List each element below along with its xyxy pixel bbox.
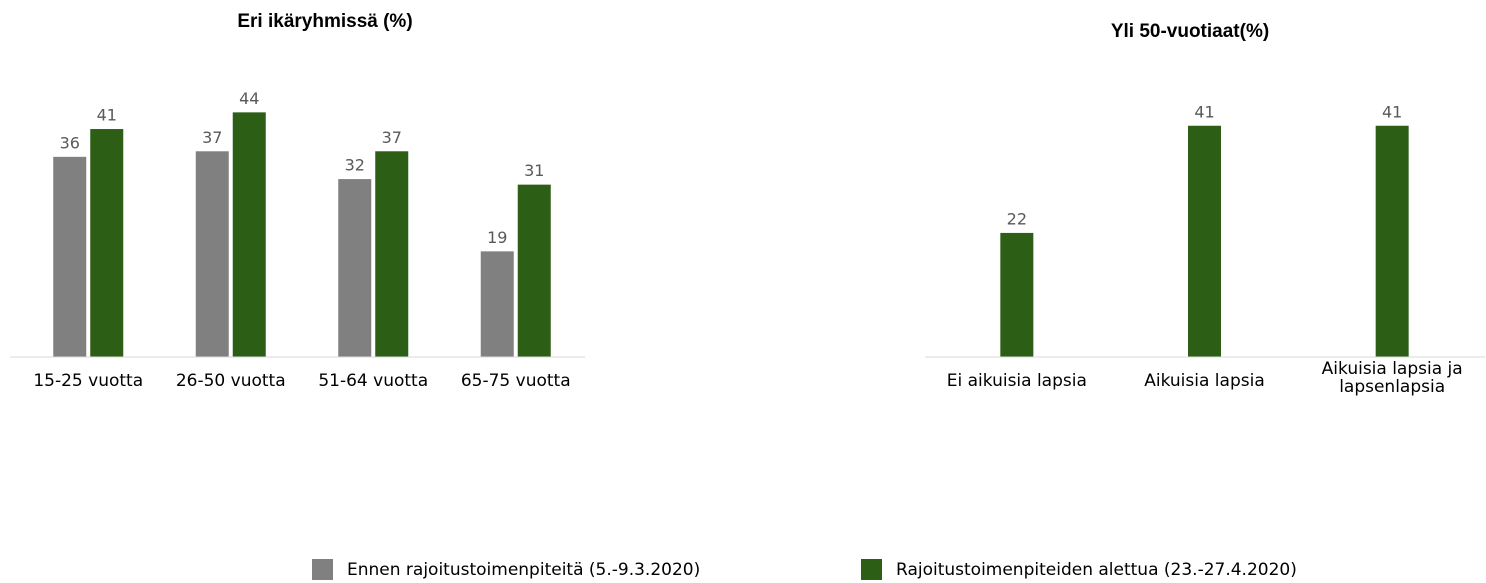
x-tick-label: Aikuisia lapsia xyxy=(1144,371,1265,391)
bar xyxy=(338,179,372,357)
bar xyxy=(195,151,229,357)
legend-label: Rajoitustoimenpiteiden alettua (23.-27.4… xyxy=(896,560,1297,580)
value-label: 44 xyxy=(239,89,259,108)
legend-swatch xyxy=(312,559,333,580)
chart-title: Eri ikäryhmissä (%) xyxy=(237,11,412,32)
value-label: 37 xyxy=(202,128,222,147)
bar xyxy=(90,129,124,357)
bar xyxy=(1188,125,1221,357)
chart-title: Yli 50-vuotiaat(%) xyxy=(1111,21,1269,42)
value-label: 32 xyxy=(345,156,365,175)
value-label: 41 xyxy=(1194,102,1214,121)
bar xyxy=(517,184,551,357)
value-label: 37 xyxy=(382,128,402,147)
legend-swatch xyxy=(861,559,882,580)
value-label: 22 xyxy=(1007,209,1027,228)
bar xyxy=(480,251,514,357)
x-tick-label: Aikuisia lapsia ja lapsenlapsia xyxy=(1322,359,1463,397)
bar xyxy=(1375,125,1409,357)
x-tick-label: 15-25 vuotta xyxy=(33,371,143,391)
bar xyxy=(375,151,409,357)
value-label: 31 xyxy=(524,161,544,180)
legend-label: Ennen rajoitustoimenpiteitä (5.-9.3.2020… xyxy=(347,560,700,580)
bar xyxy=(53,156,87,357)
x-tick-label: Ei aikuisia lapsia xyxy=(947,371,1087,391)
value-label: 41 xyxy=(97,106,117,125)
x-tick-label: 26-50 vuotta xyxy=(176,371,286,391)
value-label: 41 xyxy=(1382,102,1402,121)
bar xyxy=(232,112,266,357)
x-tick-label: 65-75 vuotta xyxy=(461,371,571,391)
x-tick-label: 51-64 vuotta xyxy=(318,371,428,391)
value-label: 19 xyxy=(487,228,507,247)
value-label: 36 xyxy=(60,133,80,152)
bar xyxy=(1000,232,1034,357)
